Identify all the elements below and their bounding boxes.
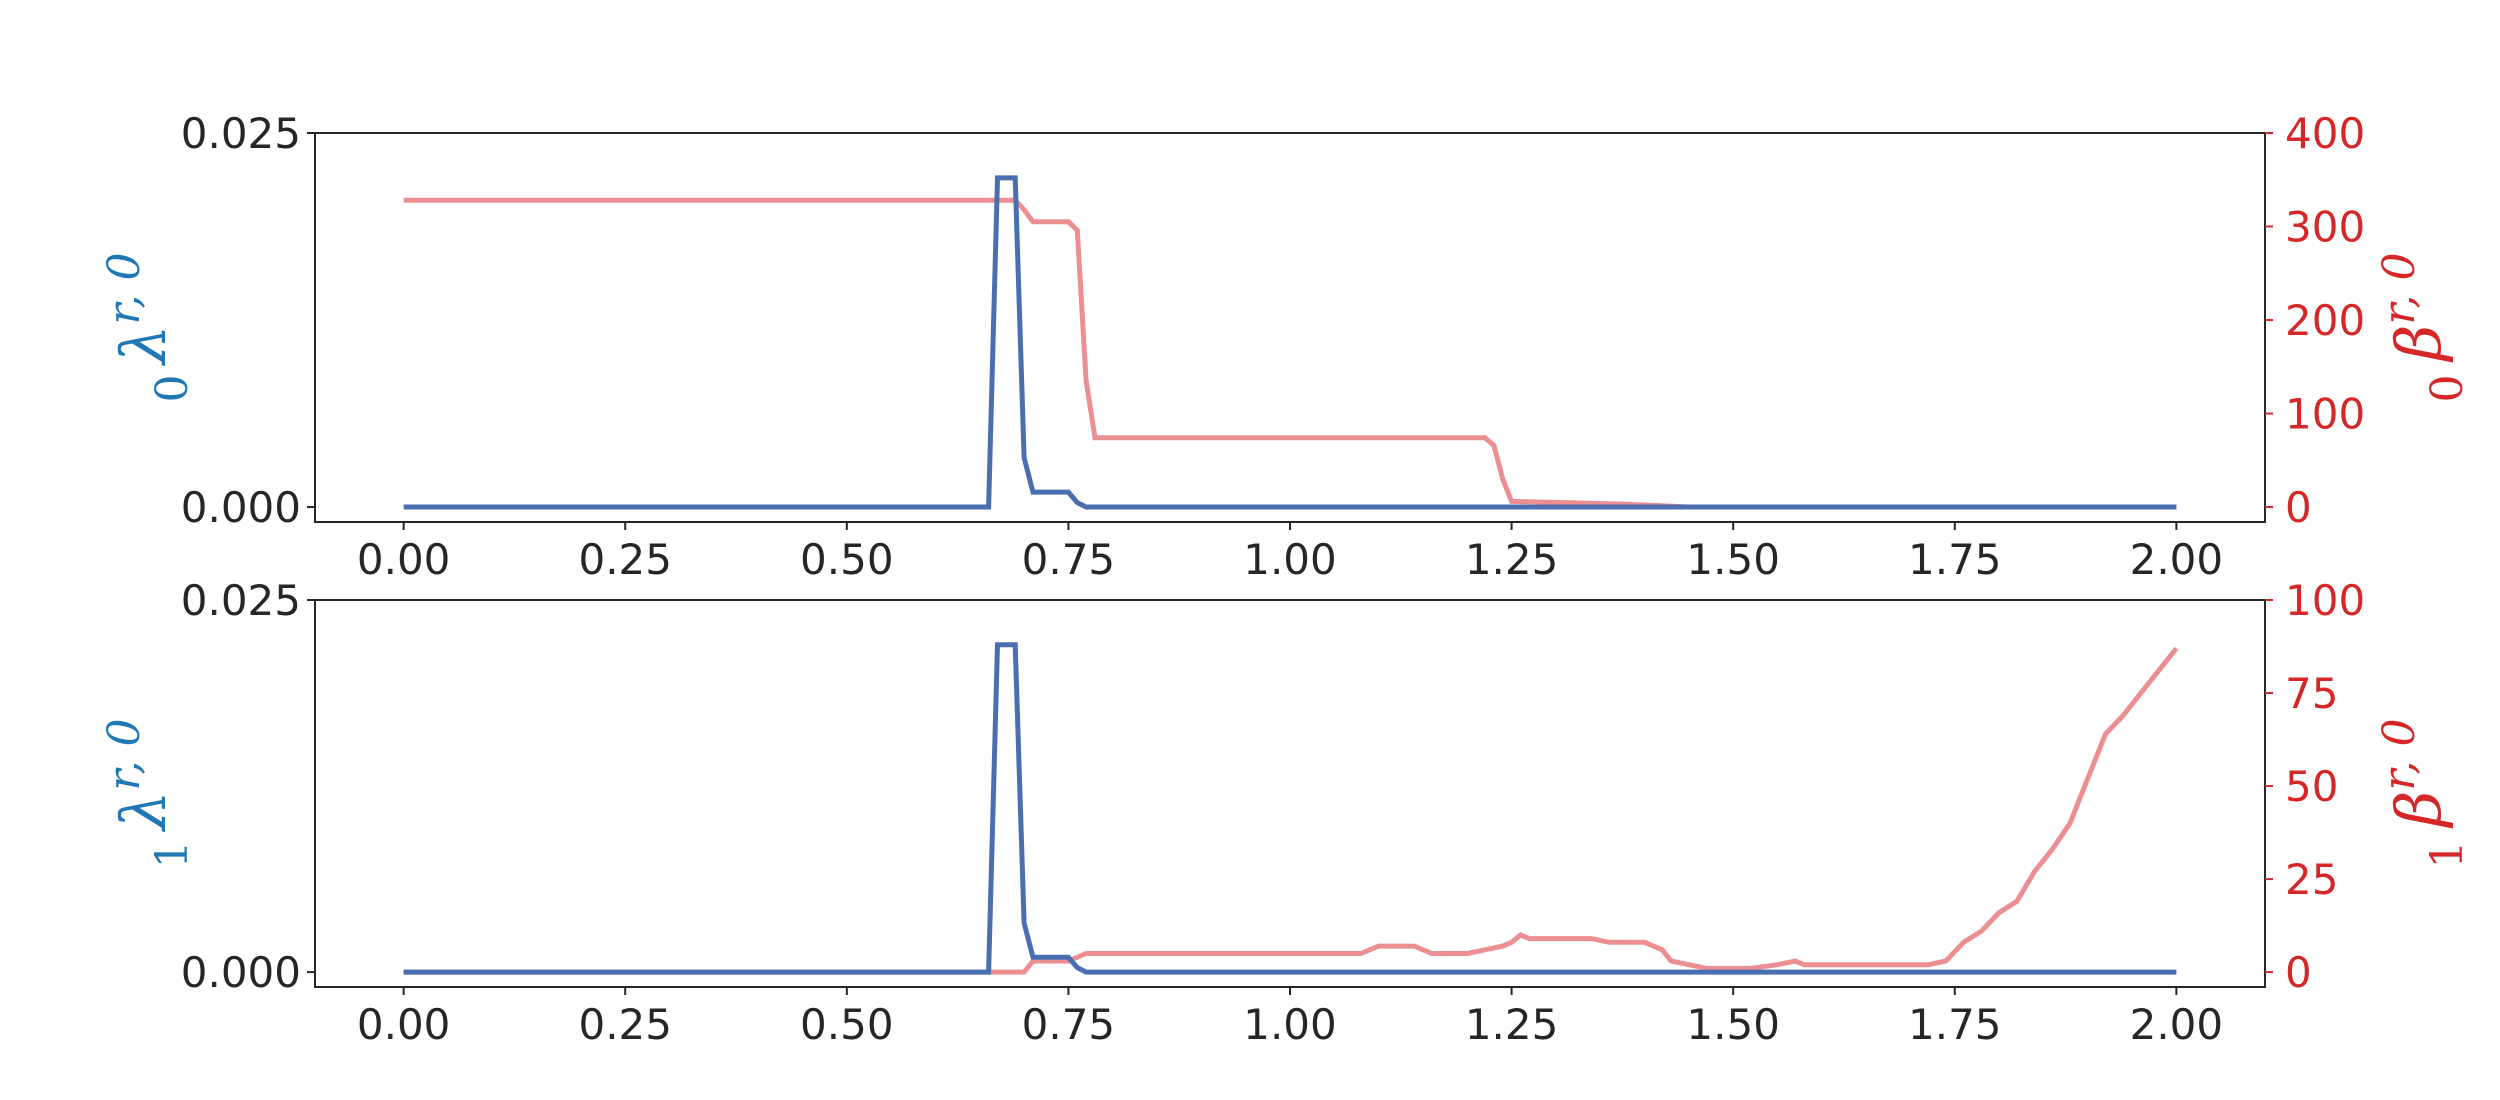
right-y-tick-label: 25 [2285,855,2338,904]
left-y-tick-label: 0.025 [181,576,301,625]
x-tick-label: 1.00 [1243,1000,1337,1049]
right-y-axis-label-subscript: 1 [2422,841,2473,869]
right-y-axis-label-superscript: r, 0 [2374,253,2425,325]
left-y-axis-label-superscript: r, 0 [99,719,150,791]
right-y-axis-label-subscript: 0 [2422,375,2473,403]
left-y-axis-label: λr, 0 1 [99,719,198,869]
left-y-axis-label-symbol: λ [107,325,180,367]
right-y-tick-label: 400 [2285,109,2365,158]
right-y-tick-label: 75 [2285,669,2338,718]
plot-frame [314,132,2266,523]
x-tick-label: 0.50 [800,1000,894,1049]
left-y-tick-label: 0.000 [181,483,301,532]
x-tick-label: 1.50 [1686,1000,1780,1049]
left-y-axis-label-superscript: r, 0 [99,253,150,325]
series-line-left [403,175,2177,510]
x-tick-label: 0.00 [357,535,451,584]
x-tick-label: 1.25 [1465,535,1559,584]
x-tick-label: 0.25 [578,1000,672,1049]
x-tick-label: 1.75 [1908,1000,2002,1049]
x-tick-label: 1.00 [1243,535,1337,584]
right-y-tick-label: 0 [2285,483,2312,532]
right-y-axis-label: βr, 0 1 [2374,719,2473,869]
subplot-2: 0.00 0.25 0.50 0.75 1.00 1.25 1.50 1.75 2.00 0.00… [99,576,2473,1049]
left-y-axis-label: λr, 0 0 [99,253,198,403]
x-tick-label: 0.75 [1022,535,1116,584]
left-y-axis-label-subscript: 0 [147,375,198,403]
x-tick-label: 1.75 [1908,535,2002,584]
subplot-1: 0.00 0.25 0.50 0.75 1.00 1.25 1.50 1.75 2.00 0.00… [99,109,2473,584]
series-line-left [403,642,2177,975]
right-y-axis-label-symbol: β [2382,791,2455,829]
right-y-tick-label: 300 [2285,203,2365,252]
series-line-right [403,646,2179,975]
x-tick-label: 1.50 [1686,535,1780,584]
x-tick-label: 2.00 [2130,535,2224,584]
right-y-tick-label: 50 [2285,762,2338,811]
right-y-tick-label: 0 [2285,948,2312,997]
x-tick-label: 0.00 [357,1000,451,1049]
x-tick-label: 2.00 [2130,1000,2224,1049]
left-y-tick-label: 0.025 [181,109,301,158]
right-y-tick-label: 100 [2285,576,2365,625]
right-y-tick-label: 100 [2285,390,2365,439]
left-y-axis-label-subscript: 1 [147,841,198,869]
series-line-right [403,197,2177,510]
x-tick-label: 0.50 [800,535,894,584]
right-y-axis-label-symbol: β [2382,325,2455,363]
plot-frame [314,599,2266,988]
right-y-tick-label: 200 [2285,296,2365,345]
x-tick-label: 0.75 [1022,1000,1116,1049]
right-y-axis-label: βr, 0 0 [2374,253,2473,403]
right-y-axis-label-superscript: r, 0 [2374,719,2425,791]
left-y-axis-label-symbol: λ [107,791,180,833]
x-tick-label: 0.25 [578,535,672,584]
x-tick-label: 1.25 [1465,1000,1559,1049]
left-y-tick-label: 0.000 [181,948,301,997]
